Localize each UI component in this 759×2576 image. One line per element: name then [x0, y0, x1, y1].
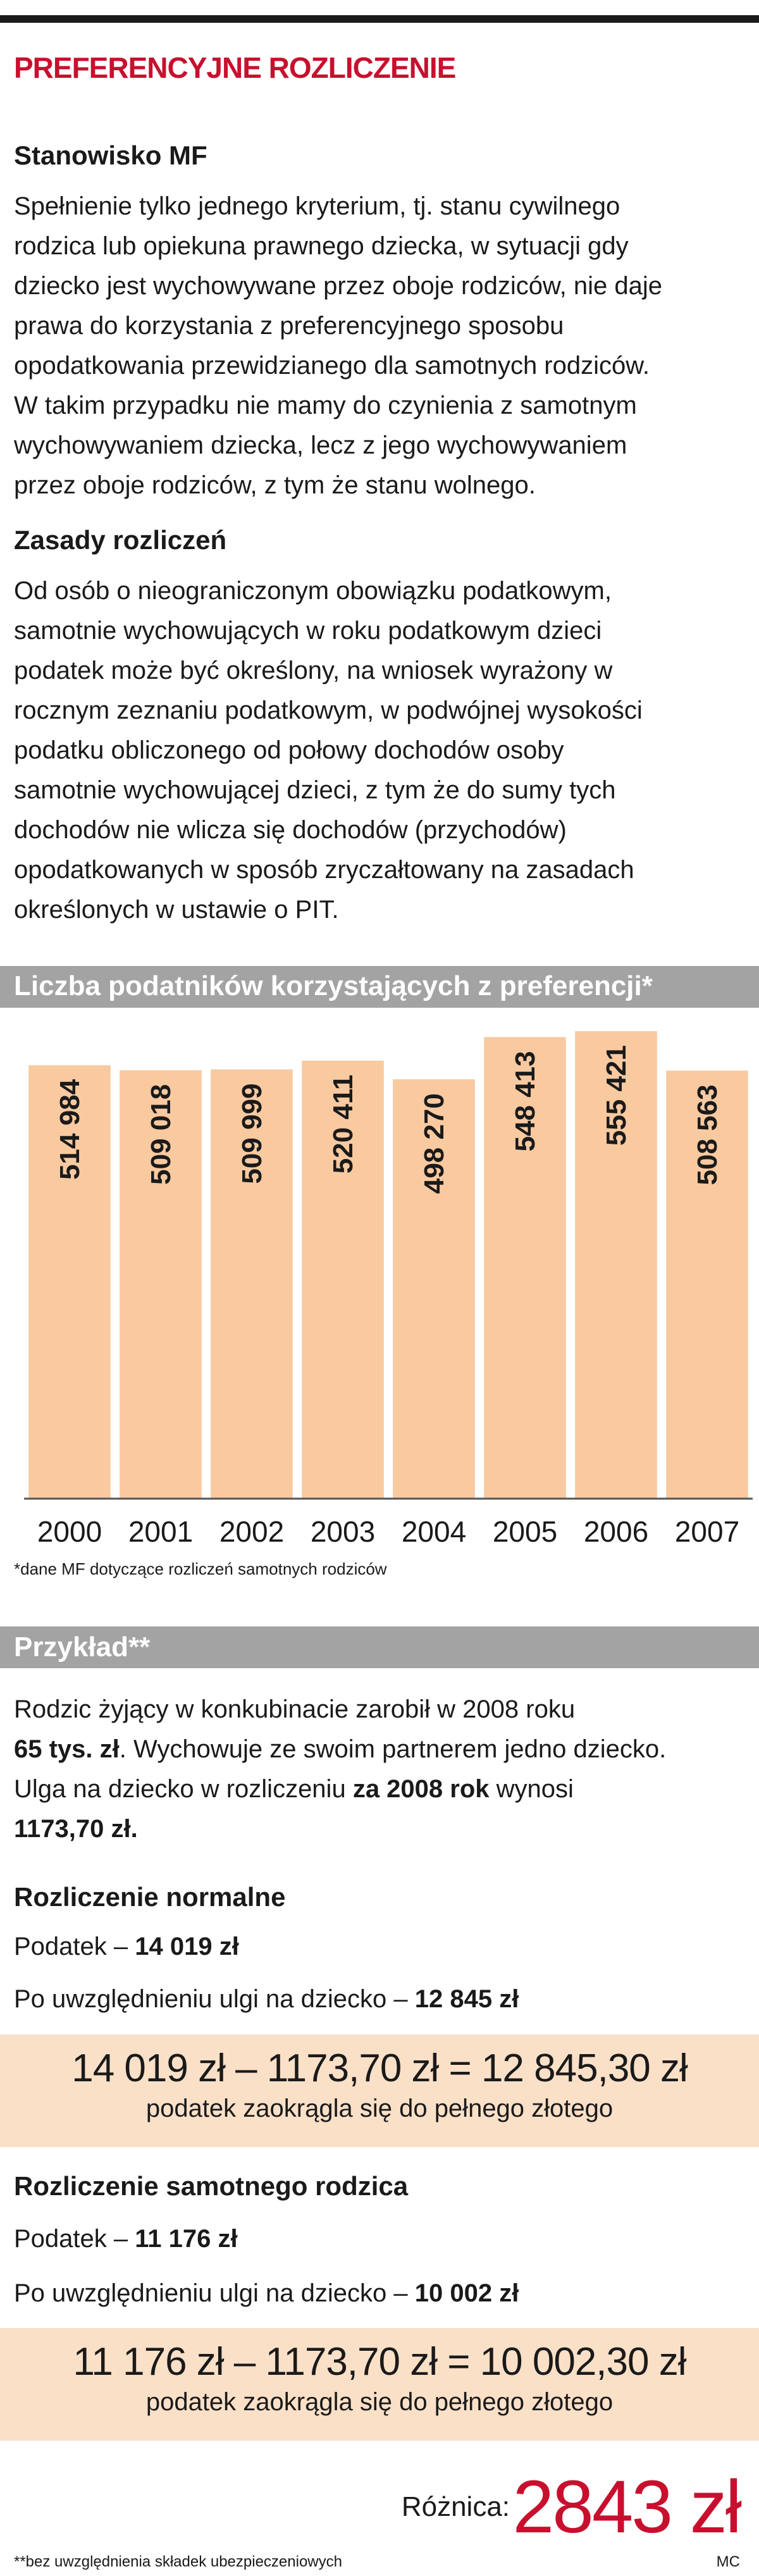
formula-note: podatek zaokrągla się do pełnego złotego — [145, 2388, 614, 2416]
case-heading: Rozliczenie samotnego rodzica — [14, 2171, 409, 2201]
bar — [393, 1079, 475, 1499]
value-label: 498 270 — [419, 1093, 450, 1194]
formula: 11 176 zł – 1173,70 zł = 10 002,30 zł — [73, 2340, 687, 2384]
section-text: Spełnienie tylko jednego kryterium, tj. … — [14, 187, 662, 505]
difference-value: 2843 zł — [512, 2465, 742, 2549]
value-label: 555 421 — [601, 1045, 632, 1146]
bar — [211, 1069, 293, 1499]
text-line: samotnie wychowujących w roku podatkowym… — [14, 617, 602, 645]
bar — [666, 1070, 748, 1499]
text-line: Od osób o nieograniczonym obowiązku poda… — [14, 577, 612, 605]
x-tick-label: 2000 — [37, 1515, 102, 1548]
bar — [484, 1037, 566, 1499]
text-line: opodatkowania przewidzianego dla samotny… — [14, 352, 650, 380]
difference-label: Różnica: — [401, 2491, 510, 2522]
x-tick-label: 2007 — [675, 1515, 739, 1548]
value-label: 548 413 — [510, 1051, 541, 1151]
chart: Liczba podatników korzystających z prefe… — [0, 966, 759, 1578]
text: Podatek – — [14, 2225, 135, 2253]
formula: 14 019 zł – 1173,70 zł = 12 845,30 zł — [71, 2047, 688, 2090]
text-line: opodatkowanych w sposób zryczałtowany na… — [14, 856, 634, 884]
text: za 2008 rok — [352, 1775, 490, 1803]
chart-title: Liczba podatników korzystających z prefe… — [14, 970, 653, 1001]
intro-line: Ulga na dziecko w rozliczeniu za 2008 ro… — [14, 1769, 666, 1809]
chart-footnote: *dane MF dotyczące rozliczeń samotnych r… — [14, 1559, 387, 1578]
footnote: **bez uwzględnienia składek ubezpieczeni… — [14, 2553, 342, 2570]
intro-line: Rodzic żyjący w konkubinacie zarobił w 2… — [14, 1689, 666, 1729]
text-line: W takim przypadku nie mamy do czynienia … — [14, 392, 637, 419]
top-rule — [0, 15, 759, 23]
section-heading: Stanowisko MF — [14, 140, 207, 170]
text-line: podatek może być określony, na wniosek w… — [14, 657, 613, 684]
x-tick-label: 2003 — [311, 1515, 375, 1548]
text: Po uwzględnieniu ulgi na dziecko – — [14, 2279, 415, 2307]
value-label: 509 018 — [145, 1084, 176, 1185]
text-line: Spełnienie tylko jednego kryterium, tj. … — [14, 192, 620, 220]
text: 11 176 zł — [135, 2225, 238, 2253]
text-line: wychowywaniem dziecka, lecz z jego wycho… — [14, 431, 627, 459]
value-label: 514 984 — [54, 1079, 85, 1180]
x-tick-label: 2005 — [493, 1515, 557, 1548]
difference: Różnica: 2843 zł — [401, 2464, 742, 2550]
case-heading: Rozliczenie normalne — [14, 1882, 286, 1912]
text: 12 845 zł — [414, 1985, 519, 2013]
text-line: rocznym zeznaniu podatkowym, w podwójnej… — [14, 697, 643, 724]
credit: MC — [716, 2553, 740, 2570]
formula-box: 14 019 zł – 1173,70 zł = 12 845,30 zł po… — [0, 2034, 759, 2147]
case-tax: Podatek – 14 019 zł — [14, 1933, 239, 1961]
x-tick-label: 2001 — [128, 1515, 193, 1548]
text: . Wychowuje ze swoim partnerem jedno dzi… — [119, 1735, 667, 1763]
text: 10 002 zł — [414, 2279, 519, 2307]
example-title: Przykład** — [14, 1632, 151, 1663]
text-line: przez oboje rodziców, z tym że stanu wol… — [14, 471, 536, 499]
x-tick-label: 2006 — [584, 1515, 648, 1548]
bar — [575, 1031, 657, 1499]
intro-line: 65 tys. zł. Wychowuje ze swoim partnerem… — [14, 1729, 666, 1769]
bar — [302, 1060, 384, 1499]
x-tick-label: 2002 — [219, 1515, 284, 1548]
text: Ulga na dziecko w rozliczeniu — [14, 1775, 353, 1803]
value-label: 508 563 — [692, 1084, 723, 1185]
intro-line: 1173,70 zł. — [14, 1809, 666, 1848]
text-line: samotnie wychowującej dzieci, z tym że d… — [14, 776, 616, 804]
case-after-relief: Po uwzględnieniu ulgi na dziecko – 10 00… — [14, 2279, 519, 2308]
page-title: PREFERENCYJNE ROZLICZENIE — [14, 51, 456, 84]
text: Rodzic żyjący w konkubinacie zarobił w 2… — [14, 1695, 576, 1723]
text: 1173,70 zł. — [14, 1815, 138, 1843]
section-text: Od osób o nieograniczonym obowiązku poda… — [14, 571, 643, 930]
text: 65 tys. zł — [14, 1735, 120, 1763]
value-label: 520 411 — [328, 1075, 359, 1174]
text-line: podatku obliczonego od połowy dochodów o… — [14, 736, 564, 764]
text: Po uwzględnieniu ulgi na dziecko – — [14, 1985, 415, 2013]
example-title-bar: Przykład** — [0, 1626, 759, 1668]
value-label: 509 999 — [237, 1083, 268, 1184]
text: Podatek – — [14, 1933, 135, 1960]
text-line: określonych w ustawie o PIT. — [14, 896, 339, 924]
text-line: dochodów nie wlicza się dochodów (przych… — [14, 816, 567, 844]
section-heading: Zasady rozliczeń — [14, 525, 227, 555]
text: wynosi — [489, 1775, 574, 1803]
case-after-relief: Po uwzględnieniu ulgi na dziecko – 12 84… — [14, 1985, 519, 2014]
case-tax: Podatek – 11 176 zł — [14, 2225, 238, 2253]
x-tick-label: 2004 — [402, 1515, 466, 1548]
formula-box: 11 176 zł – 1173,70 zł = 10 002,30 zł po… — [0, 2328, 759, 2441]
text-line: rodzica lub opiekuna prawnego dziecka, w… — [14, 232, 629, 260]
chart-title-bar — [0, 966, 759, 1008]
example-intro: Rodzic żyjący w konkubinacie zarobił w 2… — [14, 1689, 666, 1848]
bar — [120, 1070, 202, 1499]
text-line: dziecko jest wychowywane przez oboje rod… — [14, 272, 662, 300]
bar — [28, 1065, 111, 1499]
text: 14 019 zł — [135, 1933, 239, 1960]
formula-note: podatek zaokrągla się do pełnego złotego — [145, 2095, 614, 2122]
text-line: prawa do korzystania z preferencyjnego s… — [14, 312, 564, 340]
